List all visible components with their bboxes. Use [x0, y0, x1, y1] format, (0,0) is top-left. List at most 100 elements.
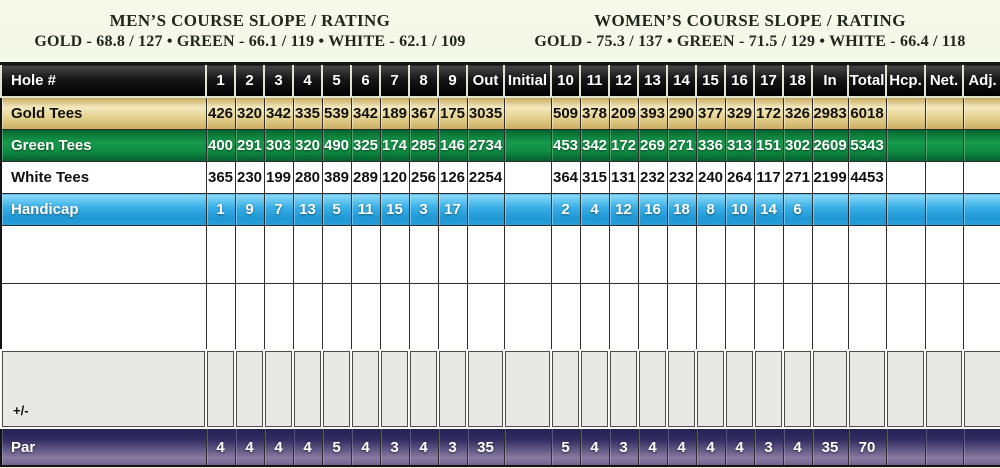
score-cell: 2609: [811, 129, 849, 162]
score-cell: 256: [408, 161, 439, 194]
column-header-2: 2: [234, 62, 265, 98]
score-cell: 12: [608, 193, 639, 226]
scorecard-row-entry: +/-: [0, 349, 1000, 429]
score-cell: 2734: [466, 129, 505, 162]
scorecard-row-blank1: [0, 225, 1000, 284]
score-cell: 2: [550, 193, 581, 226]
column-header-12: 12: [608, 62, 639, 98]
score-cell: 7: [263, 193, 294, 226]
score-cell: 172: [608, 129, 639, 162]
score-cell: 3: [379, 427, 410, 467]
score-cell: 326: [782, 96, 813, 130]
score-cell: 2254: [466, 161, 505, 194]
score-cell: 16: [637, 193, 668, 226]
score-cell: 6018: [847, 96, 887, 130]
score-cell: [666, 225, 697, 284]
scorecard-row-gold: Gold Tees 426 320 342 335 539 342 189 367 175 3035…: [0, 96, 1000, 130]
score-cell: 175: [437, 96, 468, 130]
score-cell: 189: [379, 96, 410, 130]
score-cell: [847, 283, 887, 351]
score-cell: 4: [579, 427, 610, 467]
score-cell: 15: [379, 193, 410, 226]
score-cell: 126: [437, 161, 468, 194]
score-cell: [782, 225, 813, 284]
score-cell: [292, 283, 323, 351]
score-cell: 14: [753, 193, 784, 226]
score-cell: 342: [579, 129, 610, 162]
score-cell: 131: [608, 161, 639, 194]
score-cell: [885, 96, 926, 130]
score-cell: 320: [292, 129, 323, 162]
column-header-initial: Initial: [503, 62, 552, 98]
score-cell: [885, 193, 926, 226]
score-cell: [666, 283, 697, 351]
score-cell: 4: [695, 427, 726, 467]
score-cell: 335: [292, 96, 323, 130]
column-header-8: 8: [408, 62, 439, 98]
score-cell: [408, 283, 439, 351]
column-header-18: 18: [782, 62, 813, 98]
score-cell: 378: [579, 96, 610, 130]
score-cell: [962, 283, 1000, 351]
score-cell: 329: [724, 96, 755, 130]
score-cell: 453: [550, 129, 581, 162]
scorecard-row-green: Green Tees 400 291 303 320 490 325 174 285 146 273…: [0, 129, 1000, 162]
score-cell: 377: [695, 96, 726, 130]
score-cell: 8: [695, 193, 726, 226]
score-cell: [924, 193, 964, 226]
score-cell: 336: [695, 129, 726, 162]
score-cell: 342: [263, 96, 294, 130]
scorecard-row-par: Par 4 4 4 4 5 4 3 4 3 35 5 4 3 4 4 4 4 3 4 35 70: [0, 427, 1000, 467]
score-cell: [466, 349, 505, 429]
score-cell: 4: [234, 427, 265, 467]
column-header-17: 17: [753, 62, 784, 98]
score-cell: [550, 225, 581, 284]
slope-rating-header: MEN’S COURSE SLOPE / RATING GOLD - 68.8 …: [0, 0, 1000, 62]
scorecard-row-blank2: [0, 283, 1000, 351]
score-cell: [962, 96, 1000, 130]
score-cell: [263, 225, 294, 284]
score-cell: 389: [321, 161, 352, 194]
score-cell: [503, 225, 552, 284]
score-cell: [350, 283, 381, 351]
score-cell: [962, 161, 1000, 194]
score-cell: [292, 349, 323, 429]
score-cell: [962, 129, 1000, 162]
score-cell: [724, 225, 755, 284]
score-cell: [466, 193, 505, 226]
score-cell: 17: [437, 193, 468, 226]
score-cell: 70: [847, 427, 887, 467]
score-cell: [437, 225, 468, 284]
score-cell: 342: [350, 96, 381, 130]
score-cell: [437, 283, 468, 351]
womens-rating-title: WOMEN’S COURSE SLOPE / RATING: [594, 10, 906, 30]
score-cell: 280: [292, 161, 323, 194]
score-cell: [753, 283, 784, 351]
column-header-5: 5: [321, 62, 352, 98]
score-cell: [503, 96, 552, 130]
column-header-9: 9: [437, 62, 468, 98]
score-cell: 367: [408, 96, 439, 130]
column-header-4: 4: [292, 62, 323, 98]
score-cell: 4: [205, 427, 236, 467]
score-cell: 5: [321, 427, 352, 467]
score-cell: 4: [782, 427, 813, 467]
score-cell: 6: [782, 193, 813, 226]
score-cell: [847, 225, 887, 284]
score-cell: [924, 96, 964, 130]
score-cell: [205, 349, 236, 429]
column-header-7: 7: [379, 62, 410, 98]
score-cell: [579, 283, 610, 351]
column-header-11: 11: [579, 62, 610, 98]
score-cell: 291: [234, 129, 265, 162]
score-cell: [466, 283, 505, 351]
score-cell: 539: [321, 96, 352, 130]
score-cell: [205, 225, 236, 284]
score-cell: [782, 283, 813, 351]
score-cell: [379, 225, 410, 284]
mens-slope-rating: MEN’S COURSE SLOPE / RATING GOLD - 68.8 …: [0, 10, 500, 53]
score-cell: [350, 349, 381, 429]
scorecard-table: Hole #1 2 3 4 5 6 7 8 9 Out Initial 10 11 12 13 14 15 16 1…: [0, 62, 1000, 467]
row-label: Green Tees: [0, 129, 207, 162]
